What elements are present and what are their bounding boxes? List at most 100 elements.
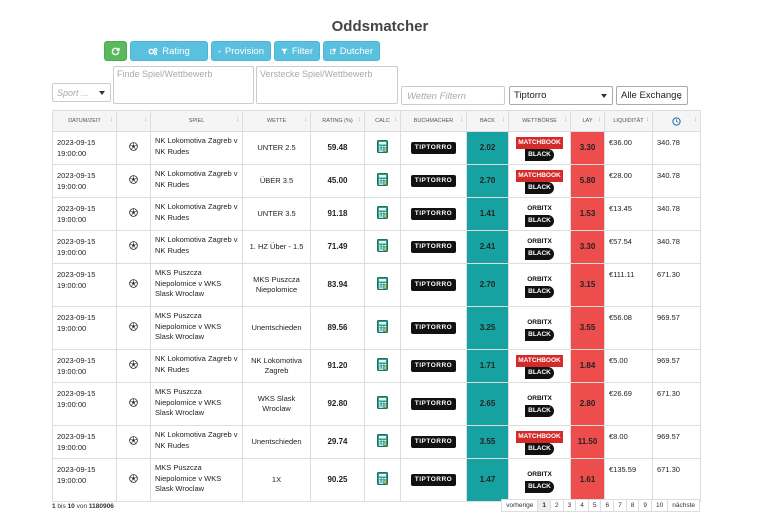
provision-button[interactable]: Provision (211, 41, 271, 61)
exchange-cell: ORBITXBLACK (508, 197, 571, 231)
sort-icon: ↕ (694, 117, 697, 123)
bet-cell: Unentschieden (242, 425, 311, 459)
game-cell[interactable]: MKS Puszcza Niepolomice v WKS Slask Wroc… (150, 263, 243, 307)
calculator-icon[interactable] (377, 172, 388, 186)
pagination-page[interactable]: 3 (562, 499, 577, 512)
bet-cell: NK Lokomotiva Zagreb (242, 349, 311, 383)
pagination-page[interactable]: 10 (650, 499, 669, 512)
game-cell[interactable]: MKS Puszcza Niepolomice v WKS Slask Wroc… (150, 382, 243, 426)
tiptorro-logo: TIPTORRO (411, 398, 456, 410)
calc-cell (364, 382, 401, 426)
column-header-bookmaker[interactable]: BUCHMACHER ↕ (400, 110, 467, 132)
game-cell[interactable]: NK Lokomotiva Zagreb v NK Rudes (150, 425, 243, 459)
pagination-page[interactable]: 8 (625, 499, 640, 512)
pagination-previous[interactable]: vorherige (501, 499, 539, 512)
column-header-bet[interactable]: WETTE ↕ (242, 110, 311, 132)
pagination-page[interactable]: 9 (638, 499, 652, 512)
pagination-page[interactable]: 2 (549, 499, 564, 512)
calculator-icon[interactable] (377, 205, 388, 219)
value-cell: 671.30 (652, 458, 701, 502)
tiptorro-logo: TIPTORRO (411, 208, 456, 220)
column-header-liquidity[interactable]: LIQUIDITÄT ↕ (604, 110, 653, 132)
bet-cell: WKS Slask Wroclaw (242, 382, 311, 426)
calculator-icon[interactable] (377, 395, 388, 409)
dutcher-button[interactable]: Dutcher (323, 41, 380, 61)
orbitx-black-logo: ORBITXBLACK (513, 203, 566, 227)
game-cell[interactable]: MKS Puszcza Niepolomice v WKS Slask Wroc… (150, 458, 243, 502)
game-cell[interactable]: NK Lokomotiva Zagreb v NK Rudes (150, 230, 243, 264)
bookmaker-cell: TIPTORRO (400, 425, 467, 459)
liquidity-cell: €36.00 (604, 131, 653, 165)
back-odds-cell: 2.41 (466, 230, 509, 264)
table-row: 2023-09-15 19:00:00 NK Lokomotiva Zagreb v… (52, 425, 701, 459)
sort-icon: ↕ (236, 117, 239, 123)
column-header-time[interactable]: ↕ (652, 110, 701, 132)
value-cell: 340.78 (652, 131, 701, 165)
column-header-back[interactable]: BACK ↕ (466, 110, 509, 132)
pagination-page[interactable]: 6 (600, 499, 615, 512)
table-info: 1 bis 10 von 1180906 (52, 503, 114, 510)
column-header-exchange[interactable]: WETTBÖRSE ↕ (508, 110, 571, 132)
liquidity-cell: €28.00 (604, 164, 653, 198)
value-cell: 969.57 (652, 349, 701, 383)
sort-icon: ↕ (358, 117, 361, 123)
calc-cell (364, 131, 401, 165)
pagination-page[interactable]: 4 (575, 499, 589, 512)
liquidity-cell: €26.69 (604, 382, 653, 426)
calc-cell (364, 197, 401, 231)
sort-icon: ↕ (304, 117, 307, 123)
lay-odds-cell: 3.15 (570, 263, 605, 307)
sport-select[interactable]: Sport ... (52, 83, 111, 102)
game-cell[interactable]: NK Lokomotiva Zagreb v NK Rudes (150, 197, 243, 231)
column-header-sport[interactable]: ↕ (116, 110, 151, 132)
pagination-page[interactable]: 5 (587, 499, 602, 512)
orbitx-black-logo: ORBITXBLACK (513, 393, 566, 417)
date-cell: 2023-09-15 19:00:00 (52, 425, 117, 459)
calculator-icon[interactable] (377, 471, 388, 485)
cogs-icon (148, 47, 158, 55)
calculator-icon[interactable] (377, 139, 388, 153)
back-odds-cell: 3.25 (466, 306, 509, 350)
liquidity-cell: €56.08 (604, 306, 653, 350)
pagination-page[interactable]: 7 (613, 499, 627, 512)
bookmaker-cell: TIPTORRO (400, 230, 467, 264)
bookmaker-select[interactable]: Tiptorro (509, 86, 613, 105)
hide-game-input[interactable]: Verstecke Spiel/Wettbewerb (256, 66, 398, 104)
bets-filter-input[interactable]: Wetten Filtern (401, 86, 505, 105)
bookmaker-cell: TIPTORRO (400, 164, 467, 198)
rating-button[interactable]: Rating (130, 41, 208, 61)
value-cell: 340.78 (652, 230, 701, 264)
calculator-icon[interactable] (377, 238, 388, 252)
orbitx-black-logo: ORBITXBLACK (513, 469, 566, 493)
game-cell[interactable]: MKS Puszcza Niepolomice v WKS Slask Wroc… (150, 306, 243, 350)
game-cell[interactable]: NK Lokomotiva Zagreb v NK Rudes (150, 131, 243, 165)
calculator-icon[interactable] (377, 357, 388, 371)
back-odds-cell: 2.02 (466, 131, 509, 165)
game-cell[interactable]: NK Lokomotiva Zagreb v NK Rudes (150, 349, 243, 383)
pagination-next[interactable]: nächste (667, 499, 700, 512)
filter-button[interactable]: Filter (274, 41, 320, 61)
calculator-icon[interactable] (377, 276, 388, 290)
refresh-button[interactable] (104, 41, 127, 61)
sort-icon: ↕ (598, 117, 601, 123)
sport-cell (116, 425, 151, 459)
exchange-select[interactable]: Alle Exchange ⌄ (616, 86, 688, 105)
column-header-rating[interactable]: RATING (%) ↕ (310, 110, 365, 132)
table-row: 2023-09-15 19:00:00 NK Lokomotiva Zagreb v… (52, 164, 701, 198)
exchange-select-value: Alle Exchange (621, 90, 682, 101)
column-header-lay[interactable]: LAY ↕ (570, 110, 605, 132)
calculator-icon[interactable] (377, 319, 388, 333)
calculator-icon[interactable] (377, 433, 388, 447)
filter-icon (281, 48, 288, 54)
liquidity-cell: €57.54 (604, 230, 653, 264)
caret-down-icon (99, 91, 105, 95)
pagination-page[interactable]: 1 (537, 499, 551, 512)
column-header-date[interactable]: DATUM/ZEIT ↕ (52, 110, 117, 132)
find-game-input[interactable]: Finde Spiel/Wettbewerb (113, 66, 254, 104)
column-header-calc[interactable]: CALC ↕ (364, 110, 401, 132)
column-header-game[interactable]: SPIEL ↕ (150, 110, 243, 132)
game-cell[interactable]: NK Lokomotiva Zagreb v NK Rudes (150, 164, 243, 198)
sport-cell (116, 164, 151, 198)
rating-cell: 89.56 (310, 306, 365, 350)
bookmaker-cell: TIPTORRO (400, 382, 467, 426)
